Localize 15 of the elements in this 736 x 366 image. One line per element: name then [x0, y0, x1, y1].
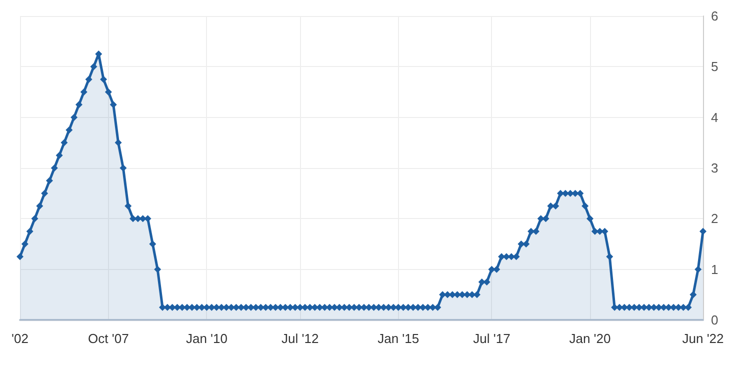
x-tick-label: '02: [12, 331, 28, 346]
y-tick-label: 6: [711, 8, 718, 24]
x-tick-label: Jul '12: [281, 331, 319, 346]
x-tick-label: Jan '15: [378, 331, 420, 346]
y-tick-label: 1: [711, 262, 718, 277]
y-tick-label: 5: [711, 59, 718, 74]
x-tick-label: Jul '17: [473, 331, 510, 346]
x-tick-label: Oct '07: [88, 331, 129, 346]
x-tick-label: Jan '10: [186, 331, 228, 346]
y-tick-label: 0: [711, 312, 718, 328]
y-tick-label: 3: [711, 160, 718, 176]
y-tick-label: 2: [711, 211, 718, 226]
x-tick-label: Jun '22: [682, 331, 724, 346]
x-tick-label: Jan '20: [569, 331, 611, 346]
y-tick-label: 4: [711, 110, 718, 125]
